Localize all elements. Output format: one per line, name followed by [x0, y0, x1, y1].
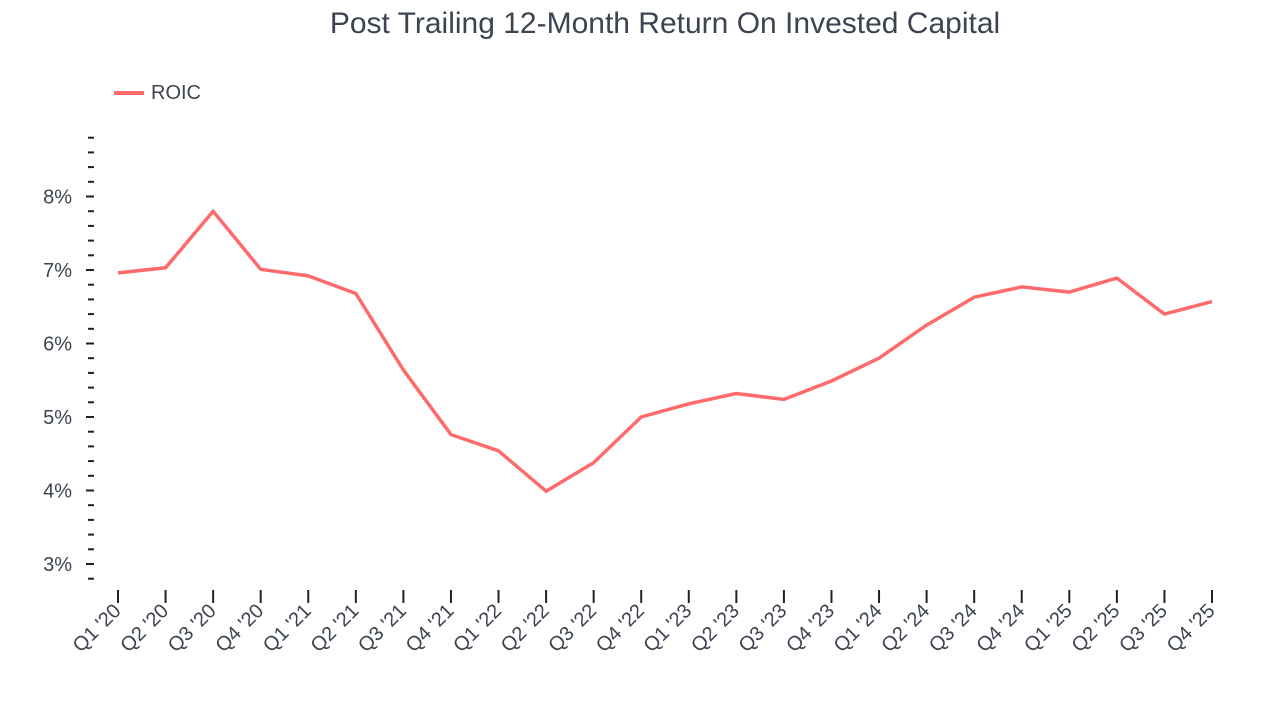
x-tick-label: Q4 '22 — [592, 600, 649, 657]
x-tick-label: Q2 '24 — [877, 600, 934, 657]
plot-area — [117, 209, 1213, 493]
x-tick-label: Q1 '25 — [1020, 600, 1077, 657]
x-tick-label: Q3 '24 — [925, 600, 982, 657]
legend-label-roic: ROIC — [151, 82, 201, 104]
series-line-roic — [117, 209, 1213, 493]
x-tick-label: Q4 '23 — [782, 600, 839, 657]
y-tick-label: 8% — [43, 187, 72, 209]
y-tick-label: 4% — [43, 481, 72, 503]
y-axis: 3% 4% 5% 6% 7% 8% — [43, 136, 94, 580]
x-tick-label: Q1 '24 — [830, 600, 887, 657]
x-tick-label: Q1 '20 — [69, 600, 126, 657]
x-tick-label: Q4 '24 — [972, 600, 1029, 657]
y-tick-label: 7% — [43, 260, 72, 282]
x-tick-label: Q2 '23 — [687, 600, 744, 657]
x-tick-label: Q3 '23 — [735, 600, 792, 657]
y-tick-label: 5% — [43, 407, 72, 429]
x-tick-label: Q2 '25 — [1068, 600, 1125, 657]
x-tick-label: Q4 '20 — [211, 600, 268, 657]
x-tick-label: Q1 '22 — [449, 600, 506, 657]
y-tick-label: 3% — [43, 554, 72, 576]
x-tick-label: Q3 '20 — [164, 600, 221, 657]
x-tick-label: Q1 '23 — [640, 600, 697, 657]
x-tick-label: Q4 '21 — [402, 600, 459, 657]
x-tick-label: Q4 '25 — [1163, 600, 1220, 657]
y-tick-label: 6% — [43, 334, 72, 356]
x-tick-label: Q3 '22 — [544, 600, 601, 657]
legend: ROIC — [114, 82, 201, 104]
x-tick-label: Q1 '21 — [259, 600, 316, 657]
x-tick-label: Q2 '21 — [307, 600, 364, 657]
chart-title: Post Trailing 12-Month Return On Investe… — [330, 7, 1000, 40]
x-tick-label: Q3 '25 — [1115, 600, 1172, 657]
x-tick-label: Q2 '22 — [497, 600, 554, 657]
x-tick-label: Q3 '21 — [354, 600, 411, 657]
x-tick-label: Q2 '20 — [116, 600, 173, 657]
